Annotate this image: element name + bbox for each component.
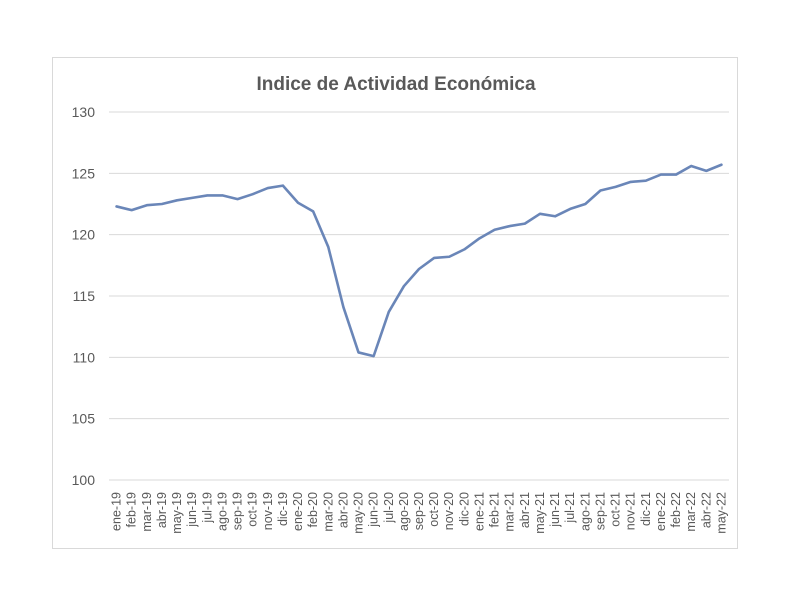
data-point [433, 256, 436, 259]
x-tick-label: mar-20 [321, 492, 335, 532]
data-point [554, 215, 557, 218]
data-point [418, 268, 420, 271]
x-tick-label: may-19 [170, 492, 184, 534]
data-point [387, 310, 390, 313]
data-point [297, 201, 300, 204]
y-axis-ticks: 100 105 110 115 120 125 130 [72, 104, 96, 488]
data-point [614, 185, 617, 188]
x-tick-label: feb-20 [306, 492, 320, 527]
data-point [160, 203, 163, 205]
x-tick-label: mar-22 [684, 492, 698, 532]
x-tick-label: jun-21 [548, 492, 562, 528]
y-tick-label: 125 [72, 165, 96, 181]
x-tick-label: dic-19 [276, 492, 290, 526]
x-tick-label: oct-19 [246, 492, 260, 527]
x-tick-label: jul-19 [200, 492, 214, 524]
data-point [372, 355, 375, 358]
x-tick-label: sep-20 [412, 492, 426, 530]
data-point [508, 225, 511, 228]
data-point [705, 169, 708, 172]
x-tick-label: ago-20 [397, 492, 411, 531]
data-point [206, 194, 209, 197]
data-point [221, 194, 224, 197]
data-point [629, 180, 632, 183]
data-point [569, 207, 572, 210]
series-line-0 [115, 163, 723, 358]
y-tick-label: 120 [72, 227, 96, 243]
y-tick-label: 100 [72, 472, 96, 488]
data-point [115, 205, 118, 208]
x-tick-label: nov-20 [442, 492, 456, 530]
x-tick-label: abr-19 [155, 492, 169, 528]
x-tick-label: oct-21 [609, 492, 623, 527]
data-point [584, 203, 587, 205]
x-tick-label: may-22 [714, 492, 728, 534]
data-point [281, 184, 284, 187]
x-tick-label: abr-21 [518, 492, 532, 528]
x-tick-label: oct-20 [427, 492, 441, 527]
data-point [236, 198, 239, 201]
x-tick-label: sep-19 [231, 492, 245, 530]
x-tick-label: abr-20 [336, 492, 350, 528]
data-point [599, 189, 602, 192]
data-point [690, 164, 693, 167]
gridlines [109, 111, 729, 481]
chart-frame: Indice de Actividad Económica 100 105 110 1… [52, 57, 738, 549]
x-tick-label: sep-21 [593, 492, 607, 530]
x-tick-label: nov-21 [624, 492, 638, 530]
data-point [402, 285, 405, 288]
y-tick-label: 105 [72, 411, 96, 427]
chart-title: Indice de Actividad Económica [256, 74, 536, 95]
x-tick-label: feb-19 [125, 492, 139, 527]
x-tick-label: jun-19 [185, 492, 199, 528]
x-tick-label: ago-19 [215, 492, 229, 531]
x-tick-label: ene-20 [291, 492, 305, 531]
x-tick-label: abr-22 [699, 492, 713, 528]
data-point [176, 199, 179, 202]
x-tick-label: ago-21 [578, 492, 592, 531]
data-point [478, 237, 481, 240]
data-point [523, 222, 526, 225]
x-tick-label: nov-19 [261, 492, 275, 530]
x-axis-ticks: ene-19 feb-19 mar-19 abr-19 may-19 jun-19 jul-… [110, 492, 729, 534]
x-tick-label: mar-19 [140, 492, 154, 532]
data-point [327, 245, 330, 248]
data-point [463, 248, 466, 251]
x-tick-label: jun-20 [367, 492, 381, 528]
data-point [720, 163, 723, 166]
x-tick-label: may-20 [352, 492, 366, 534]
data-point [145, 204, 148, 207]
data-point [659, 173, 662, 176]
y-tick-label: 115 [73, 288, 96, 304]
x-tick-label: feb-22 [669, 492, 683, 527]
y-tick-label: 130 [72, 104, 96, 120]
x-tick-label: ene-19 [110, 492, 124, 531]
data-point [130, 209, 133, 212]
y-tick-label: 110 [73, 349, 96, 365]
x-tick-label: mar-21 [503, 492, 517, 532]
data-point [191, 196, 194, 199]
x-tick-label: dic-21 [639, 492, 653, 526]
data-point [644, 179, 647, 182]
data-point [251, 193, 254, 196]
x-tick-label: jul-21 [563, 492, 577, 524]
data-point [448, 255, 451, 258]
data-point [266, 187, 269, 190]
line-chart: Indice de Actividad Económica 1001051101… [72, 74, 729, 534]
series-layer [115, 163, 723, 358]
x-tick-label: may-21 [533, 492, 547, 534]
data-point [357, 351, 360, 354]
x-tick-label: ene-22 [654, 492, 668, 531]
data-point [493, 228, 496, 231]
data-point [675, 173, 678, 176]
x-tick-label: feb-21 [488, 492, 502, 527]
data-point [538, 212, 541, 215]
data-point [312, 210, 315, 213]
data-point [342, 306, 345, 309]
x-tick-label: jul-20 [382, 492, 396, 524]
x-tick-label: dic-20 [457, 492, 471, 526]
x-tick-label: ene-21 [472, 492, 486, 531]
